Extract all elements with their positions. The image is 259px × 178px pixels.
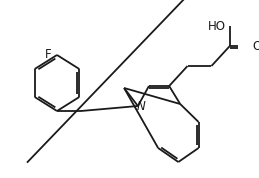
Text: HO: HO (208, 20, 226, 33)
Text: F: F (45, 48, 51, 62)
Text: N: N (136, 101, 145, 114)
Text: O: O (253, 40, 259, 53)
